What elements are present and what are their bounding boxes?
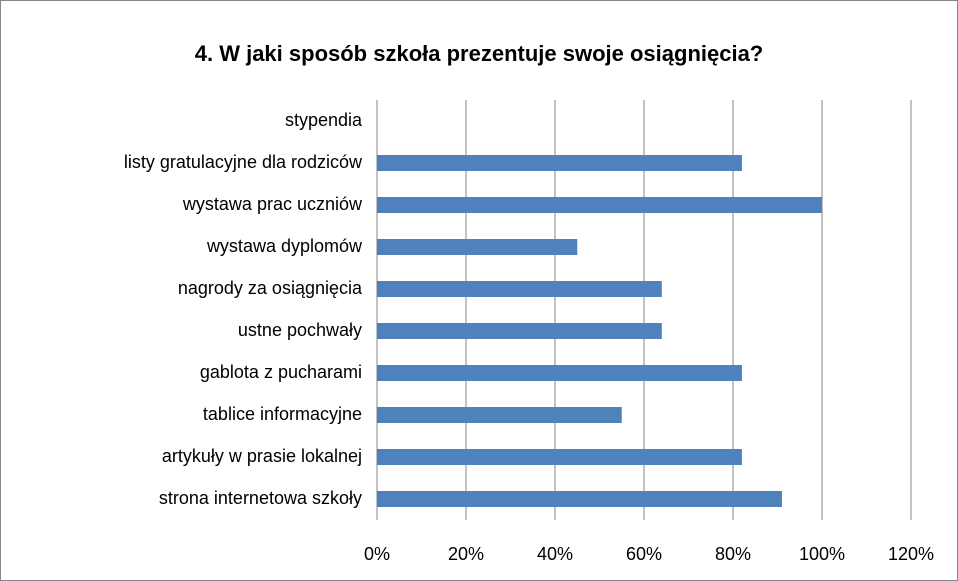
y-tick-label: wystawa dyplomów	[206, 236, 363, 256]
y-tick-label: ustne pochwały	[238, 320, 362, 340]
x-tick-label: 80%	[715, 544, 751, 564]
bar	[377, 365, 742, 381]
bar	[377, 281, 662, 297]
y-tick-label: artykuły w prasie lokalnej	[162, 446, 362, 466]
y-tick-label: nagrody za osiągnięcia	[178, 278, 363, 298]
y-tick-label: gablota z pucharami	[200, 362, 362, 382]
bar	[377, 407, 622, 423]
x-tick-label: 100%	[799, 544, 845, 564]
bar	[377, 239, 578, 255]
x-tick-label: 0%	[364, 544, 390, 564]
y-tick-label: stypendia	[285, 110, 363, 130]
x-tick-label: 20%	[448, 544, 484, 564]
x-tick-label: 120%	[888, 544, 934, 564]
chart-title: 4. W jaki sposób szkoła prezentuje swoje…	[195, 41, 764, 66]
y-tick-label: tablice informacyjne	[203, 404, 362, 424]
bar	[377, 197, 822, 213]
bar	[377, 155, 742, 171]
x-tick-label: 60%	[626, 544, 662, 564]
y-tick-label: listy gratulacyjne dla rodziców	[124, 152, 363, 172]
y-tick-label: wystawa prac uczniów	[182, 194, 363, 214]
bar	[377, 491, 782, 507]
y-tick-label: strona internetowa szkoły	[159, 488, 362, 508]
bar	[377, 449, 742, 465]
bar	[377, 323, 662, 339]
x-tick-label: 40%	[537, 544, 573, 564]
